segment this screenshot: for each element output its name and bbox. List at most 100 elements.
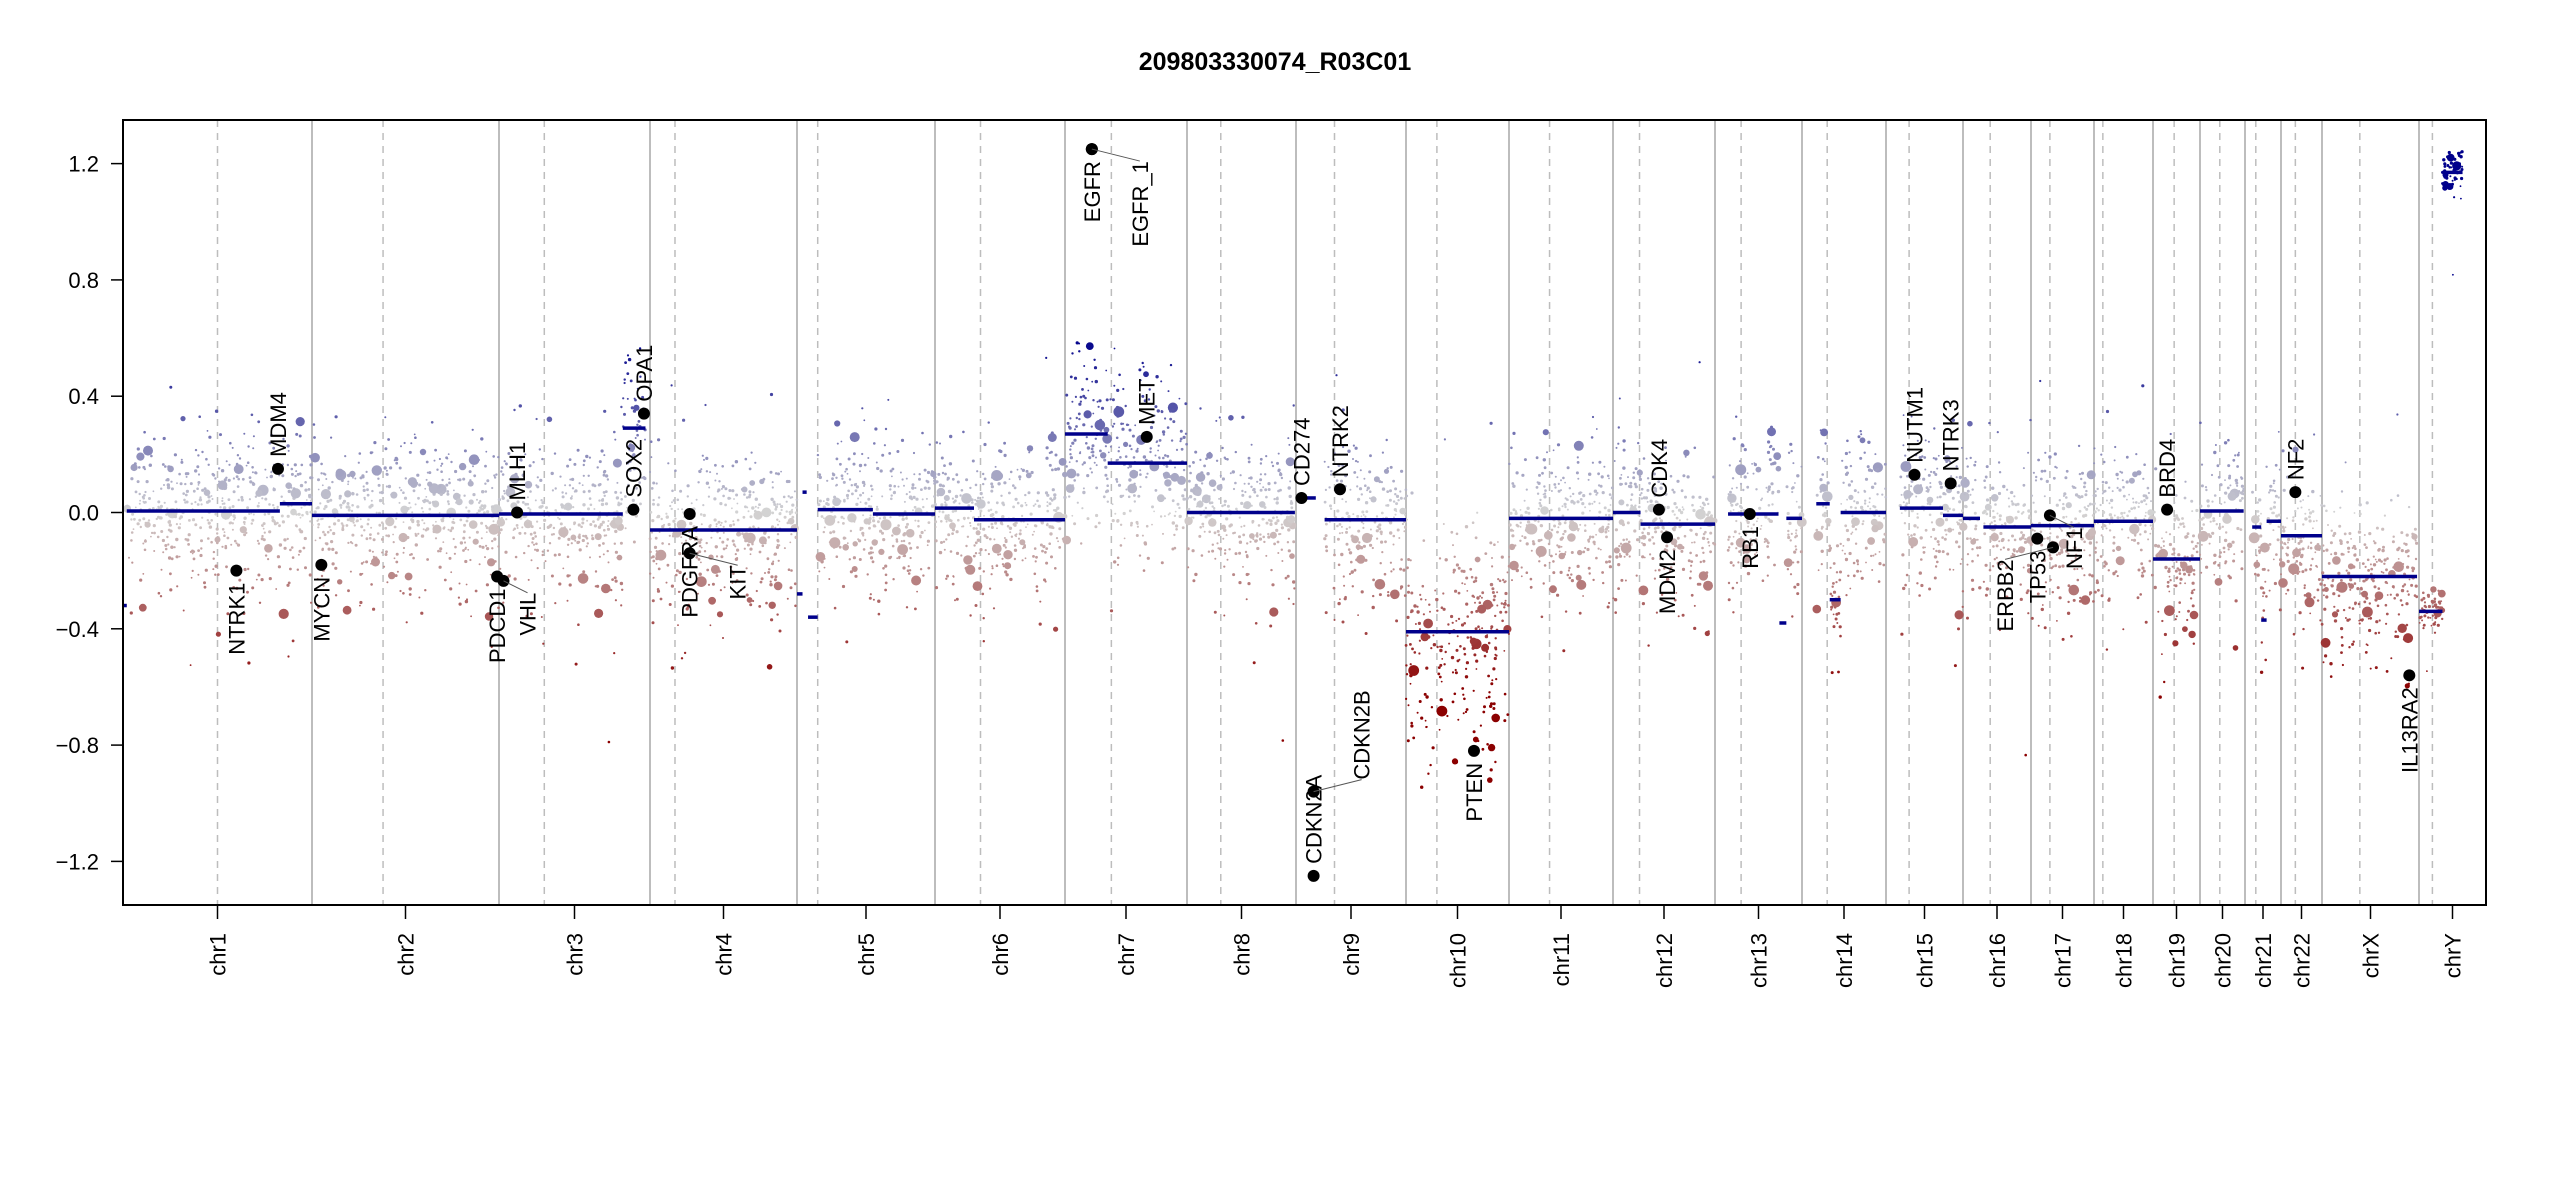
probe-point — [371, 489, 374, 493]
probe-point — [426, 471, 429, 474]
probe-point — [1625, 538, 1629, 541]
probe-point — [142, 573, 145, 575]
probe-point — [341, 524, 345, 528]
probe-point — [600, 449, 604, 453]
probe-point — [1641, 531, 1644, 535]
probe-point — [1088, 456, 1092, 460]
probe-point — [861, 531, 865, 536]
probe-point — [553, 452, 557, 455]
probe-point — [684, 539, 688, 542]
probe-point — [979, 548, 983, 552]
probe-point — [351, 504, 354, 507]
probe-point — [1586, 547, 1590, 552]
probe-point — [2090, 574, 2095, 578]
probe-point — [1001, 557, 1004, 560]
probe-point — [2081, 471, 2084, 475]
probe-point — [359, 572, 363, 576]
probe-point — [1823, 460, 1826, 463]
probe-point — [1020, 468, 1023, 470]
probe-point — [570, 534, 577, 541]
probe-point — [1119, 456, 1122, 459]
probe-point — [1045, 356, 1048, 359]
probe-point — [1751, 463, 1753, 465]
probe-point — [1647, 644, 1650, 647]
probe-point — [1256, 480, 1259, 483]
probe-point — [780, 508, 783, 512]
probe-point — [2092, 600, 2095, 603]
probe-point — [1021, 559, 1024, 562]
probe-point — [872, 516, 875, 519]
probe-point — [887, 398, 890, 401]
probe-point — [1250, 504, 1253, 507]
probe-point — [891, 544, 895, 548]
probe-point — [234, 539, 237, 543]
probe-point — [1932, 457, 1935, 460]
probe-point — [463, 449, 467, 453]
probe-point — [868, 526, 871, 530]
probe-point — [497, 456, 500, 459]
probe-point — [951, 582, 955, 586]
probe-point — [728, 489, 732, 492]
probe-point — [941, 471, 945, 475]
probe-point — [399, 589, 402, 593]
probe-point — [2037, 624, 2040, 627]
probe-point — [1262, 518, 1265, 521]
probe-point — [2055, 466, 2058, 469]
probe-point — [952, 500, 956, 504]
probe-point — [1246, 542, 1249, 545]
probe-point — [748, 467, 752, 471]
probe-point — [242, 611, 246, 616]
probe-point — [286, 537, 289, 541]
probe-point — [1024, 557, 1027, 560]
probe-point — [793, 582, 797, 586]
probe-point — [484, 612, 494, 621]
probe-point — [463, 541, 467, 544]
probe-point — [916, 546, 919, 549]
probe-point — [855, 502, 859, 506]
probe-point — [1465, 667, 1468, 671]
probe-point — [655, 549, 667, 561]
probe-point — [851, 566, 858, 572]
probe-point — [1771, 503, 1774, 506]
probe-point — [1054, 567, 1057, 570]
probe-point — [306, 512, 309, 516]
probe-point — [1430, 647, 1433, 650]
probe-point — [1471, 521, 1475, 524]
probe-point — [1971, 548, 1974, 551]
probe-point — [1247, 482, 1251, 485]
probe-point — [1844, 524, 1848, 528]
probe-point — [414, 436, 417, 440]
probe-point — [1113, 347, 1116, 350]
probe-point — [1973, 463, 1977, 467]
probe-point — [398, 486, 401, 489]
probe-point — [1873, 482, 1877, 485]
probe-point — [1182, 468, 1186, 472]
probe-point — [569, 528, 572, 531]
probe-point — [1839, 570, 1842, 574]
probe-point — [1333, 553, 1336, 557]
probe-point — [1013, 486, 1017, 490]
probe-point — [1371, 605, 1375, 610]
probe-point — [908, 496, 913, 500]
probe-point — [2126, 514, 2129, 518]
probe-point — [176, 482, 178, 485]
probe-point — [1644, 509, 1648, 513]
probe-point — [1786, 511, 1790, 516]
probe-point — [1660, 482, 1663, 485]
probe-point — [250, 512, 253, 515]
probe-point — [561, 495, 565, 499]
probe-point — [1863, 502, 1867, 505]
probe-point — [1341, 498, 1344, 501]
probe-point — [294, 474, 297, 478]
probe-point — [1113, 406, 1125, 418]
probe-point — [1335, 479, 1339, 482]
probe-point — [1238, 581, 1242, 585]
probe-point — [1608, 565, 1612, 569]
probe-point — [1829, 546, 1832, 550]
probe-point — [1253, 490, 1257, 494]
probe-point — [1356, 476, 1359, 479]
probe-point — [695, 555, 699, 559]
probe-point — [676, 498, 680, 502]
probe-point — [790, 510, 794, 514]
probe-point — [1597, 547, 1600, 550]
